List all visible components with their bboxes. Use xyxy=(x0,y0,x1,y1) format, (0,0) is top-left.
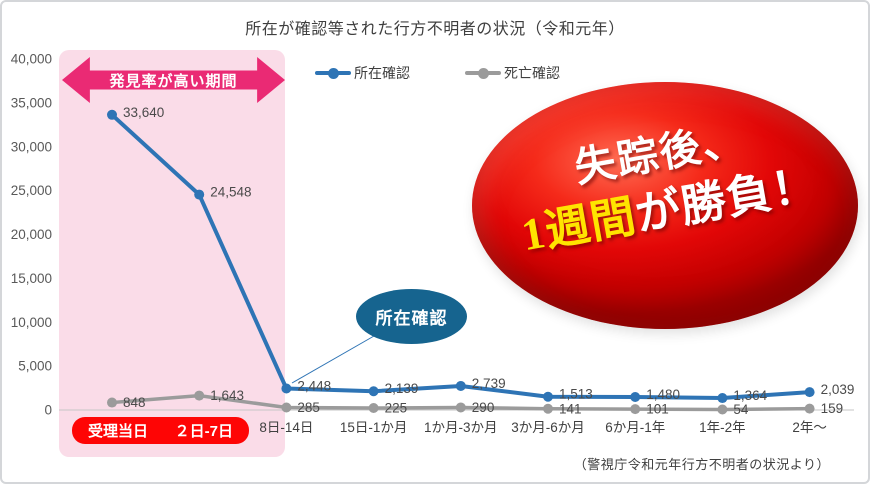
source-note: （警視庁令和元年行方不明者の状況より） xyxy=(573,457,830,472)
data-label: 159 xyxy=(821,401,844,416)
data-point xyxy=(630,404,641,415)
data-point xyxy=(630,392,641,403)
legend-item-shozai-kakunin: 所在確認 xyxy=(315,64,410,82)
legend-line-icon xyxy=(465,67,501,79)
highlight-band-label: 発見率が高い期間 xyxy=(109,72,238,90)
callout-leader-line xyxy=(291,335,375,384)
data-label: 1,643 xyxy=(210,388,244,403)
data-point xyxy=(368,403,379,414)
data-point xyxy=(717,404,728,415)
legend-item-shibou-kakunin: 死亡確認 xyxy=(465,64,560,82)
data-point xyxy=(107,109,117,120)
badge-highlight-text: 1週間 xyxy=(517,191,641,261)
data-label: 2,139 xyxy=(385,381,419,396)
data-label: 848 xyxy=(123,395,146,410)
data-point xyxy=(455,402,466,413)
callout-label: 所在確認 xyxy=(375,309,448,328)
data-label: 141 xyxy=(559,401,582,416)
data-point xyxy=(455,380,466,391)
y-tick-label: 30,000 xyxy=(11,139,52,154)
category-label-day0: 受理当日 xyxy=(88,423,149,440)
y-tick-label: 35,000 xyxy=(11,95,52,110)
data-label: 24,548 xyxy=(210,185,251,200)
x-tick-label: 3か月-6か月 xyxy=(511,420,585,435)
data-point xyxy=(543,391,553,402)
data-label: 33,640 xyxy=(123,105,164,120)
y-tick-label: 5,000 xyxy=(18,359,52,374)
x-tick-label: 15日-1か月 xyxy=(340,420,408,435)
data-point xyxy=(107,397,117,408)
legend-dot-icon xyxy=(328,67,339,79)
data-point xyxy=(281,383,292,394)
category-label-day2-7: ２日-7日 xyxy=(174,423,233,440)
y-tick-label: 15,000 xyxy=(11,271,52,286)
x-axis-highlight-pill: 受理当日 ２日-7日 xyxy=(72,417,249,444)
x-tick-label: 1年-2年 xyxy=(699,420,746,435)
legend-label: 所在確認 xyxy=(354,65,410,81)
badge-text: 失踪後、 1週間が勝負！ xyxy=(466,97,865,269)
y-tick-label: 20,000 xyxy=(11,227,52,242)
legend-label: 死亡確認 xyxy=(504,65,560,81)
legend-dot-icon xyxy=(478,67,489,79)
data-label: 101 xyxy=(646,402,669,417)
red-badge-ellipse: 失踪後、 1週間が勝負！ xyxy=(472,82,858,329)
data-label: 290 xyxy=(472,400,495,415)
y-tick-label: 40,000 xyxy=(11,52,52,67)
y-tick-label: 0 xyxy=(44,403,52,418)
data-label: 1,364 xyxy=(733,388,767,403)
x-tick-label: 6か月-1年 xyxy=(605,420,665,435)
chart-legend: 所在確認 死亡確認 xyxy=(315,64,560,82)
data-label: 1,480 xyxy=(646,387,680,402)
data-point xyxy=(804,387,815,398)
data-label: 2,448 xyxy=(297,379,331,394)
data-label: 2,739 xyxy=(472,376,506,391)
data-point xyxy=(804,403,815,414)
x-tick-label: 2年～ xyxy=(792,420,827,435)
x-tick-label: 1か月-3か月 xyxy=(424,420,498,435)
data-point xyxy=(281,402,292,413)
data-point xyxy=(194,189,205,200)
data-label: 225 xyxy=(385,401,408,416)
data-point xyxy=(368,386,379,397)
callout-bubble: 所在確認 xyxy=(356,289,467,344)
chart-title: 所在が確認等された行方不明者の状況（令和元年） xyxy=(245,21,625,38)
y-tick-label: 10,000 xyxy=(11,315,52,330)
data-label: 54 xyxy=(733,402,749,417)
data-point xyxy=(194,390,205,401)
data-label: 1,513 xyxy=(559,387,593,402)
data-point xyxy=(543,403,553,414)
data-point xyxy=(717,393,728,404)
legend-line-icon xyxy=(315,67,351,79)
x-tick-label: 8日-14日 xyxy=(259,420,313,435)
data-label: 2,039 xyxy=(821,382,855,397)
y-tick-label: 25,000 xyxy=(11,183,52,198)
data-label: 285 xyxy=(297,400,320,415)
highlight-band xyxy=(59,50,285,457)
